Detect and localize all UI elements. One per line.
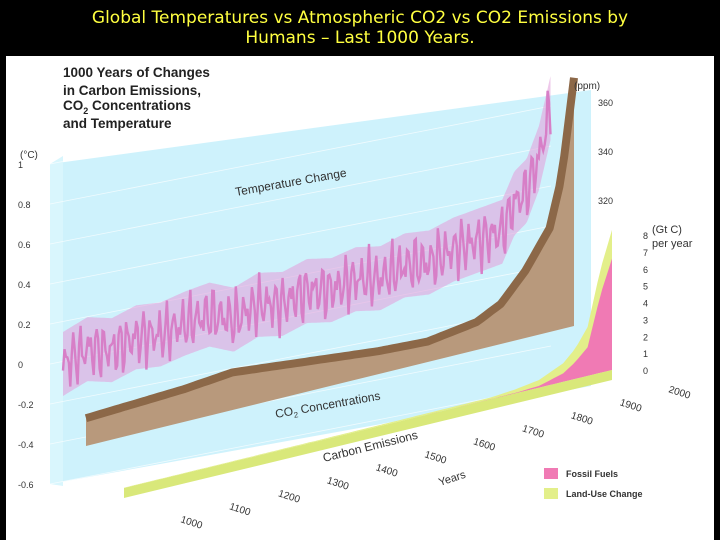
co2-tick-label: 340	[598, 147, 613, 157]
emissions-tick-label: 4	[643, 299, 648, 309]
chart-title-line-3: CO2 Concentrations	[63, 98, 191, 116]
temperature-tick-label: 1	[18, 160, 23, 170]
co2-tick-label: 320	[598, 196, 613, 206]
temperature-gridline	[49, 145, 552, 245]
legend-swatch-fossil-fuels	[544, 468, 558, 479]
emissions-tick-label: 5	[643, 282, 648, 292]
x-tick-label: 1200	[277, 488, 302, 505]
x-tick-label: 1800	[569, 410, 594, 427]
emissions-base-ribbon	[124, 370, 612, 498]
emissions-tick-label: 8	[643, 231, 648, 241]
temperature-tick-label: 0.8	[18, 200, 31, 210]
emissions-tick-label: 6	[643, 265, 648, 275]
temperature-gridline	[49, 385, 552, 485]
co2-concentration-line	[84, 77, 578, 423]
co2-tick-label: 360	[598, 98, 613, 108]
chart-title-line-4: and Temperature	[63, 116, 172, 131]
temperature-gridline	[49, 185, 552, 285]
emissions-tick-label: 2	[643, 332, 648, 342]
temperature-tick-label: 0.2	[18, 320, 31, 330]
emissions-tick-label: 0	[643, 366, 648, 376]
temperature-tick-label: 0	[18, 360, 23, 370]
slide-title-line-1: Global Temperatures vs Atmospheric CO2 v…	[91, 8, 629, 28]
temperature-gridline	[49, 65, 552, 165]
chart-figure: 1000 Years of Changes in Carbon Emission…	[6, 56, 714, 540]
emissions-unit: (Gt C)	[652, 224, 682, 236]
co2-concentration-slab	[86, 77, 574, 446]
chart-title-line-1: 1000 Years of Changes	[63, 65, 210, 80]
emissions-tick-label: 7	[643, 248, 648, 258]
emissions-unit-line-2: per year	[652, 238, 693, 250]
legend-label-fossil-fuels: Fossil Fuels	[566, 469, 618, 479]
co2-unit: (ppm)	[574, 81, 600, 92]
temperature-tick-label: -0.6	[18, 480, 34, 490]
x-tick-label: 1500	[423, 449, 448, 466]
x-tick-label: 1100	[228, 501, 252, 518]
climate-chart: 1000 Years of Changes in Carbon Emission…	[18, 65, 693, 532]
emissions-tick-label: 3	[643, 315, 648, 325]
temperature-unit: (°C)	[20, 150, 38, 161]
slide-title-line-2: Humans – Last 1000 Years.	[245, 28, 475, 48]
x-tick-label: 1300	[325, 475, 350, 492]
x-tick-label: 1600	[472, 436, 497, 453]
temperature-tick-label: -0.4	[18, 440, 34, 450]
x-tick-label: 1000	[179, 514, 204, 531]
legend-swatch-land-use-change	[544, 488, 558, 499]
slide-title: Global Temperatures vs Atmospheric CO2 v…	[0, 0, 720, 56]
x-tick-label: 2000	[667, 384, 692, 401]
chart-title-line-2: in Carbon Emissions,	[63, 83, 201, 98]
temperature-tick-label: 0.4	[18, 280, 31, 290]
temperature-gridline	[49, 105, 552, 205]
x-tick-label: 1700	[521, 423, 546, 440]
x-tick-label: 1400	[374, 462, 399, 479]
temperature-tick-label: -0.2	[18, 400, 34, 410]
temperature-tick-label: 0.6	[18, 240, 31, 250]
x-tick-label: 1900	[618, 397, 643, 414]
emissions-tick-label: 1	[643, 349, 648, 359]
x-axis-label: Years	[437, 469, 468, 489]
temperature-line	[61, 90, 552, 387]
legend-label-land-use-change: Land-Use Change	[566, 489, 643, 499]
temperature-panel-side	[50, 156, 63, 486]
